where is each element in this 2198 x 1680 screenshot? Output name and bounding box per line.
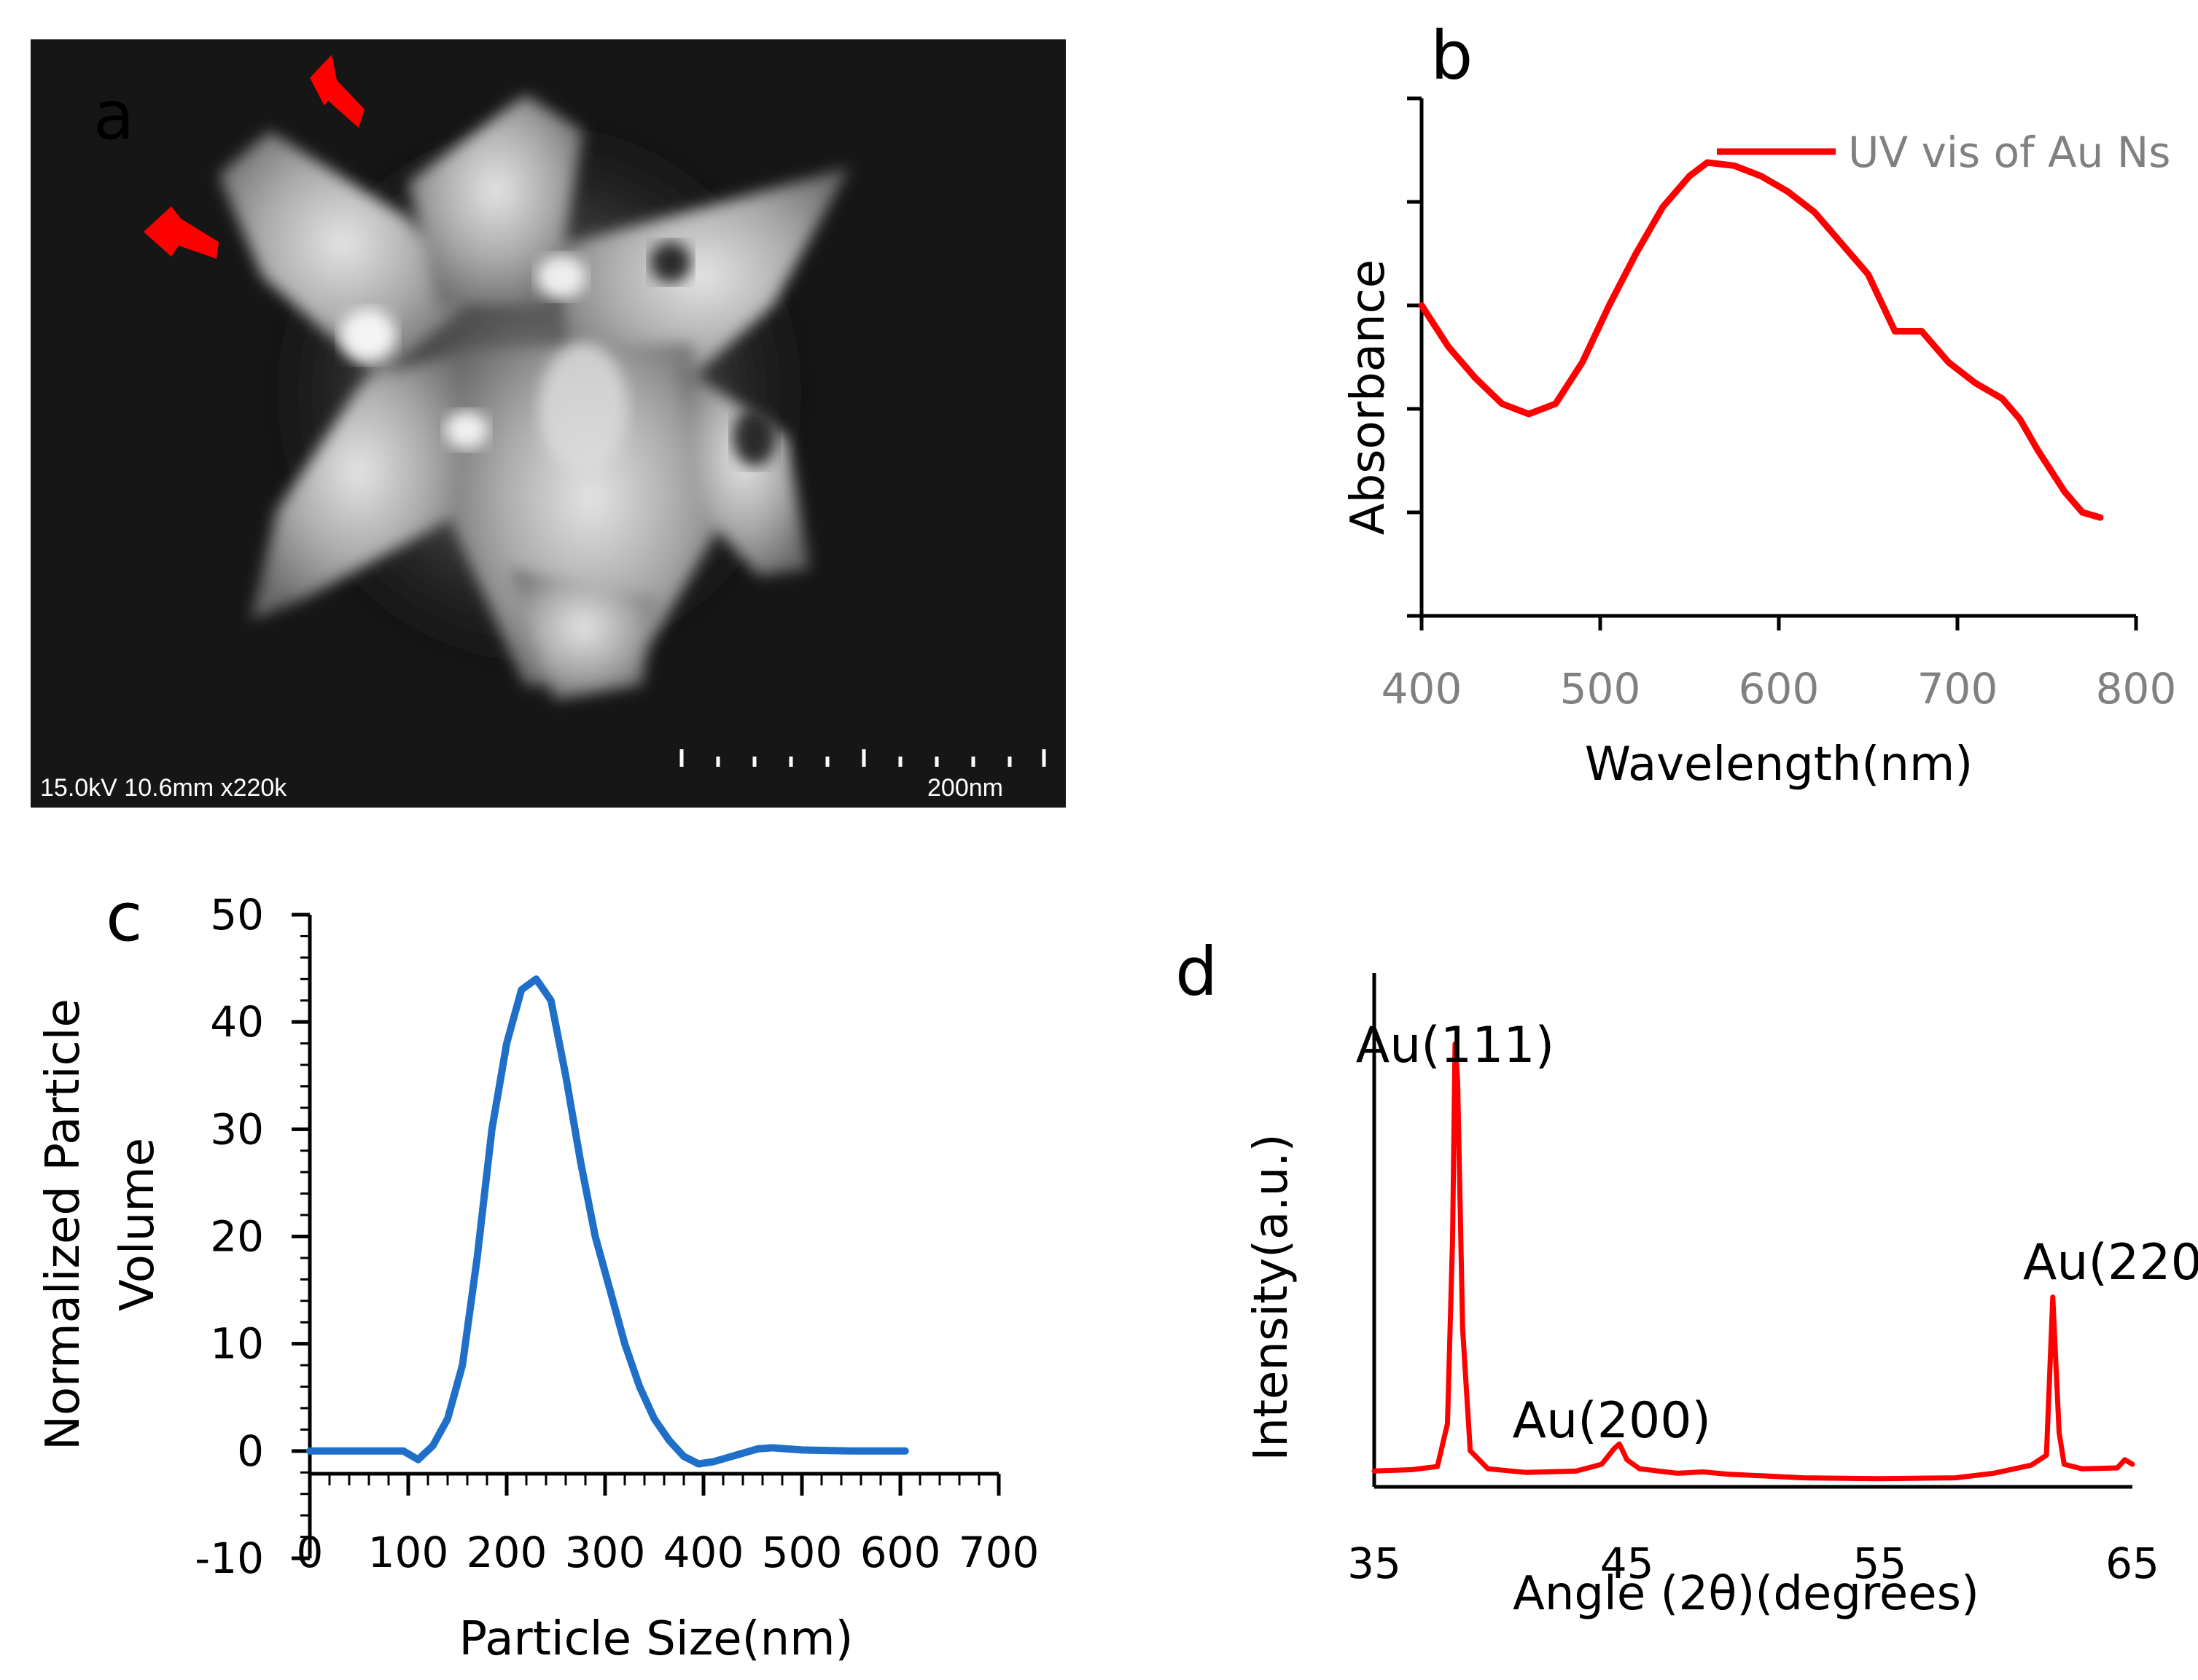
b-y-ticks bbox=[1407, 96, 1422, 618]
panel-label-b: b bbox=[1430, 17, 1473, 95]
c-x-axis-title: Particle Size(nm) bbox=[459, 1612, 853, 1666]
sem-scale-label: 200nm bbox=[927, 774, 1003, 802]
red-arrow-icon bbox=[144, 206, 219, 259]
c-y-tick-label: 0 bbox=[237, 1426, 264, 1476]
panel-label-d: d bbox=[1175, 933, 1217, 1011]
d-x-tick-label: 45 bbox=[1600, 1539, 1654, 1588]
b-x-tick-label: 600 bbox=[1739, 664, 1820, 714]
panel-label-a: a bbox=[93, 77, 134, 155]
c-y-axis-title-line-2: Volume bbox=[111, 1138, 165, 1311]
c-x-tick-label: 200 bbox=[467, 1528, 547, 1577]
c-x-tick-label: 600 bbox=[860, 1528, 941, 1577]
b-y-axis-title: Absorbance bbox=[1341, 259, 1395, 535]
d-x-tick-label: 65 bbox=[2105, 1539, 2159, 1588]
b-x-tick-label: 800 bbox=[2096, 664, 2177, 714]
c-x-tick-label: 500 bbox=[762, 1528, 843, 1577]
d-axes bbox=[1372, 973, 2132, 1489]
c-y-tick-label: 40 bbox=[210, 997, 264, 1047]
panel-b: b 400 500 600 700 800 UV vis of Au Ns Wavele… bbox=[1341, 17, 2176, 792]
d-x-tick-label: 35 bbox=[1347, 1539, 1401, 1588]
c-y-tick-label: 20 bbox=[210, 1212, 264, 1262]
panel-d: d 35 45 55 65 Au(111) Au(200) Au(220) Angle (… bbox=[1175, 933, 2198, 1621]
b-x-axis-title: Wavelength(nm) bbox=[1585, 738, 1973, 792]
d-y-axis-title: Intensity(a.u.) bbox=[1244, 1134, 1298, 1461]
c-x-tick-label: 300 bbox=[565, 1528, 646, 1577]
b-x-tick-label: 400 bbox=[1381, 664, 1462, 714]
peak-label: Au(220) bbox=[2023, 1234, 2198, 1292]
c-y-tick-label: -10 bbox=[195, 1534, 264, 1583]
peak-label: Au(200) bbox=[1513, 1392, 1711, 1450]
c-axes bbox=[308, 915, 999, 1558]
red-arrow-icon bbox=[310, 55, 365, 128]
d-x-tick-label: 55 bbox=[1852, 1539, 1906, 1588]
peak-label: Au(111) bbox=[1356, 1017, 1554, 1074]
d-peak-labels: Au(111) Au(200) Au(220) bbox=[1356, 1017, 2198, 1450]
b-x-tick-label: 500 bbox=[1560, 664, 1641, 714]
c-x-tick-label: 700 bbox=[959, 1528, 1040, 1577]
sem-caption: 15.0kV 10.6mm x220k bbox=[40, 774, 287, 802]
c-y-ticks: -10 0 10 20 30 40 50 bbox=[195, 890, 310, 1583]
b-x-tick-label: 700 bbox=[1917, 664, 1998, 714]
d-x-ticks: 35 45 55 65 bbox=[1347, 1539, 2159, 1588]
c-y-axis-title: Normalized Particle bbox=[36, 999, 90, 1450]
sem-particle-image bbox=[219, 95, 849, 700]
uv-vis-line bbox=[1418, 159, 2104, 521]
xrd-line bbox=[1371, 1041, 2135, 1482]
panel-label-c: c bbox=[106, 878, 143, 956]
c-x-tick-label: 100 bbox=[368, 1528, 449, 1577]
c-x-tick-label: 400 bbox=[663, 1528, 744, 1577]
d-x-axis-title: Angle (2θ)(degrees) bbox=[1513, 1567, 1979, 1621]
legend-label: UV vis of Au Ns bbox=[1848, 128, 2170, 177]
b-x-ticks: 400 500 600 700 800 bbox=[1381, 616, 2177, 714]
size-distribution-line bbox=[306, 975, 909, 1468]
panel-a: a 15.0kV 10.6mm x220k 200nm bbox=[31, 39, 1066, 808]
c-x-ticks: 0 100 200 300 400 500 600 700 bbox=[297, 1474, 1040, 1577]
c-x-tick-label: 0 bbox=[297, 1528, 324, 1577]
c-y-tick-label: 50 bbox=[210, 890, 264, 939]
sem-scale-bar bbox=[679, 749, 1046, 767]
c-y-tick-label: 10 bbox=[210, 1319, 264, 1369]
c-y-tick-label: 30 bbox=[210, 1104, 264, 1154]
